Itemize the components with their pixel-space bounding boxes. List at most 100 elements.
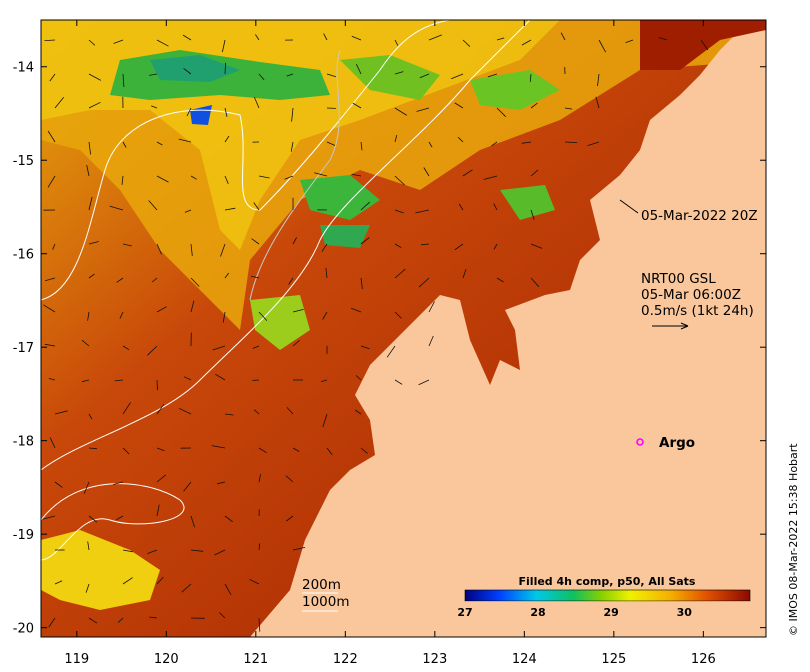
current-vector	[190, 549, 204, 552]
current-vector	[321, 379, 328, 382]
current-vector	[326, 141, 336, 146]
current-vector	[156, 403, 165, 415]
current-vector	[258, 311, 268, 321]
current-vector	[314, 172, 328, 177]
current-vector	[252, 345, 260, 349]
colorbar-ticks: 27 28 29 30	[457, 606, 692, 619]
current-vector	[323, 33, 328, 41]
colorbar-gradient	[464, 589, 751, 602]
current-vector	[178, 407, 192, 415]
x-tick-label: 119	[64, 652, 89, 667]
map-plot-area	[41, 20, 766, 637]
current-vector	[292, 237, 297, 245]
current-vector	[224, 135, 230, 143]
current-vector	[360, 447, 368, 454]
current-vector	[286, 407, 294, 415]
current-vector	[529, 73, 532, 82]
x-tick-label: 120	[154, 652, 179, 667]
current-vector	[224, 207, 236, 211]
vector-scale-label: 0.5m/s (1kt 24h)	[641, 303, 754, 319]
current-vector	[428, 34, 442, 41]
current-vector	[44, 39, 56, 41]
current-vector	[190, 300, 195, 313]
current-vector	[113, 481, 124, 485]
current-vector	[122, 549, 133, 553]
current-vector	[587, 141, 600, 146]
current-vector	[88, 141, 91, 155]
current-vector	[428, 301, 435, 313]
current-vector	[116, 515, 124, 521]
y-tick-label: -15	[13, 154, 34, 169]
contour-1000m-b	[41, 483, 185, 561]
current-vector	[44, 277, 56, 282]
current-vector	[360, 141, 363, 151]
current-vector	[258, 543, 261, 551]
current-vector	[224, 175, 229, 184]
current-vector	[253, 202, 260, 211]
current-vector	[354, 409, 362, 415]
current-vector	[350, 307, 362, 313]
contour-1000m-label: 1000m	[302, 594, 350, 610]
current-vector	[360, 201, 370, 211]
current-vector	[419, 73, 430, 79]
current-vector	[149, 73, 158, 76]
current-vector	[255, 34, 260, 41]
current-vector	[219, 612, 226, 619]
current-vector	[83, 481, 90, 494]
current-vector	[214, 549, 226, 556]
current-time-label: 05-Mar-2022 20Z	[641, 208, 758, 224]
current-vector	[121, 175, 124, 185]
current-vector	[321, 243, 328, 252]
y-tick-label: -20	[13, 622, 34, 637]
x-tick-label: 122	[333, 652, 358, 667]
current-vector	[258, 617, 261, 632]
current-vector	[351, 35, 362, 41]
current-vector	[394, 71, 404, 75]
x-tick-label: 124	[512, 652, 537, 667]
current-vector	[88, 196, 93, 211]
current-vector	[658, 37, 668, 41]
current-vector	[451, 73, 464, 80]
current-vector	[258, 447, 267, 454]
current-vector	[151, 105, 158, 109]
current-vector	[88, 273, 95, 279]
current-vector	[224, 107, 228, 117]
landmass	[250, 20, 766, 637]
current-vector	[183, 481, 192, 492]
contour-1000m-a	[41, 20, 531, 471]
current-vector	[156, 504, 160, 517]
current-vector	[496, 277, 504, 283]
current-vector	[322, 413, 328, 428]
current-vector	[224, 515, 233, 523]
current-vector	[116, 277, 124, 283]
current-vector	[220, 243, 226, 257]
current-vector	[285, 475, 294, 483]
sst-cool-patch-3	[470, 70, 560, 110]
current-vector	[326, 447, 333, 456]
current-vector	[253, 409, 260, 415]
current-vector	[394, 311, 402, 319]
current-vector	[224, 62, 226, 75]
current-vector	[147, 549, 158, 554]
current-vector	[428, 141, 433, 148]
current-vector	[47, 130, 56, 143]
current-vector	[211, 445, 226, 449]
current-vector	[81, 379, 90, 383]
y-tick-label: -14	[13, 61, 34, 76]
colorbar-title: Filled 4h comp, p50, All Sats	[519, 575, 696, 588]
x-tick-label: 125	[601, 652, 626, 667]
current-vector	[483, 175, 498, 180]
colorbar-tick-label: 29	[603, 606, 618, 619]
vector-source-label: NRT00 GSL	[641, 271, 716, 287]
current-vector	[394, 107, 408, 116]
current-vector	[493, 203, 498, 211]
current-vector	[415, 209, 430, 214]
current-vector	[454, 102, 464, 109]
current-vector	[496, 107, 506, 117]
current-vector	[360, 345, 370, 350]
vector-time-label: 05-Mar 06:00Z	[641, 287, 741, 303]
argo-label: Argo	[659, 435, 695, 451]
current-vector	[156, 474, 167, 483]
current-vector	[394, 175, 405, 186]
y-axis: -14 -15 -16 -17 -18 -19 -20	[13, 61, 766, 637]
